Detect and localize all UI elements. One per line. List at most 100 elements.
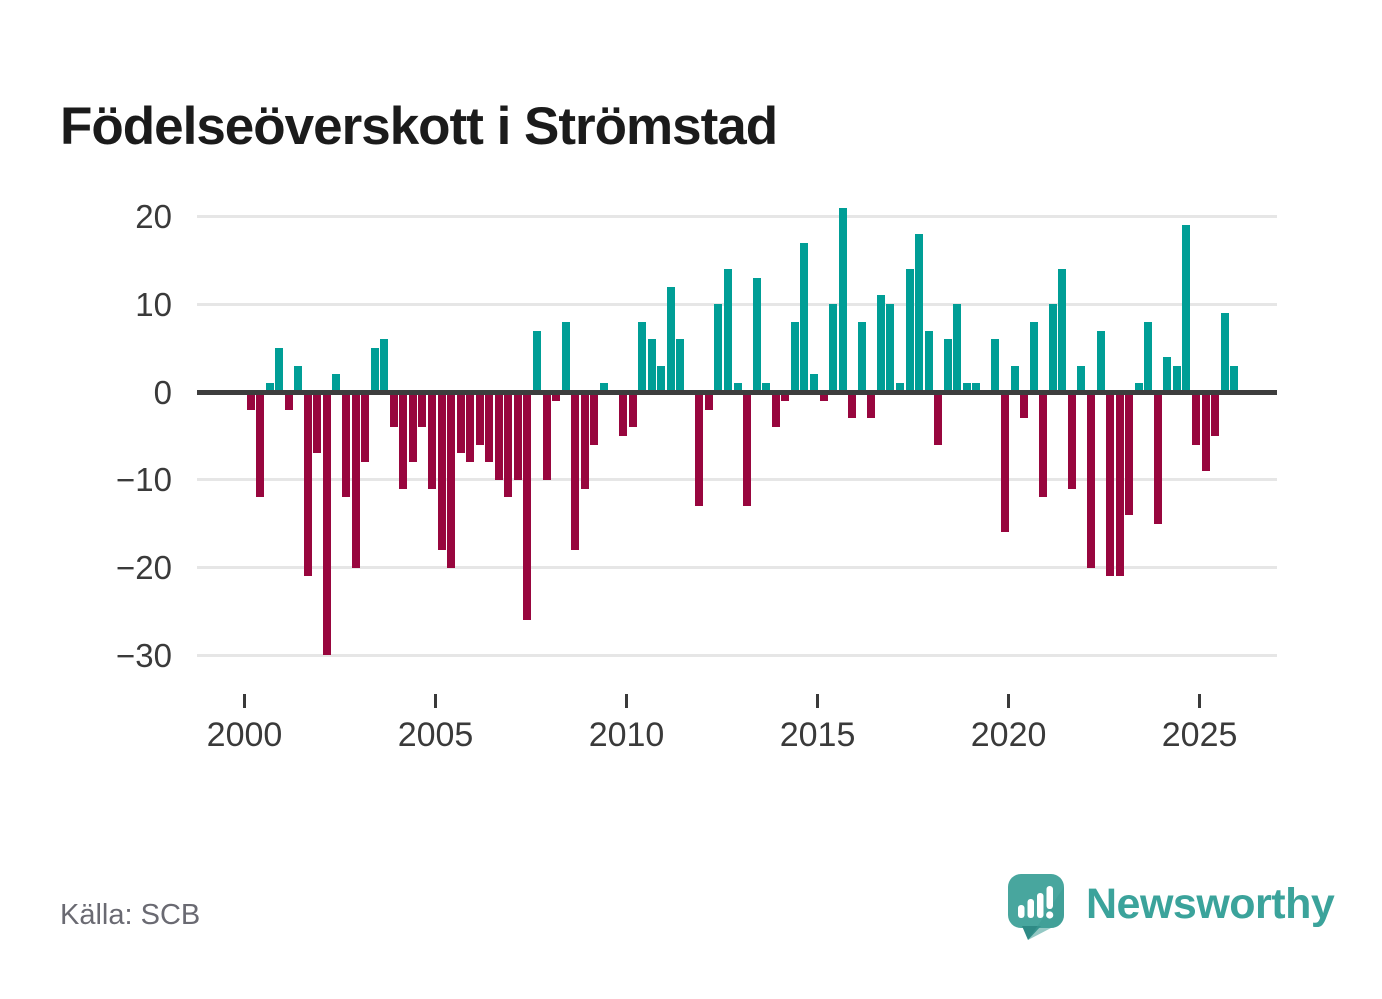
bar-2016-q4 — [886, 304, 895, 392]
bar-2023-q2 — [1134, 383, 1143, 392]
x-axis-tick-2020 — [1007, 694, 1011, 708]
bar-2007-q2 — [523, 392, 532, 621]
bar-2002-q3 — [342, 392, 350, 498]
newsworthy-logo: Newsworthy — [1008, 874, 1335, 940]
bar-2008-q1 — [552, 392, 561, 401]
bar-2015-q2 — [829, 304, 838, 392]
y-axis-label--30: −30 — [116, 636, 172, 674]
y-axis-label-10: 10 — [135, 285, 172, 323]
bar-2000-q3 — [265, 383, 274, 392]
bar-2022-q3 — [1106, 392, 1115, 577]
bar-2011-q2 — [676, 339, 685, 392]
bar-2000-q2 — [256, 392, 265, 498]
bar-2000-q1 — [246, 392, 255, 410]
bar-2009-q1 — [590, 392, 599, 445]
bar-2015-q1 — [819, 392, 828, 401]
bar-2024-q1 — [1163, 356, 1172, 392]
bar-2020-q3 — [1029, 321, 1038, 392]
bar-2021-q2 — [1058, 269, 1067, 392]
bar-2023-q3 — [1144, 321, 1153, 392]
bar-2017-q3 — [915, 233, 924, 392]
bar-2003-q3 — [380, 339, 389, 392]
bar-2024-q4 — [1192, 392, 1201, 445]
bar-2002-q1 — [322, 392, 331, 656]
zero-axis-line — [197, 389, 1277, 395]
bar-2006-q2 — [485, 392, 494, 463]
bar-2011-q4 — [695, 392, 704, 507]
bar-2018-q3 — [953, 304, 962, 392]
bar-2014-q3 — [800, 242, 809, 392]
bar-2013-q3 — [762, 383, 771, 392]
bar-2021-q1 — [1048, 304, 1057, 392]
bar-2017-q2 — [905, 269, 914, 392]
x-axis-tick-2025 — [1198, 694, 1202, 708]
bar-2007-q4 — [542, 392, 551, 480]
bar-2010-q4 — [657, 365, 666, 392]
y-axis-label-20: 20 — [135, 197, 172, 235]
bar-2005-q3 — [456, 392, 465, 454]
bar-2005-q4 — [466, 392, 475, 463]
bar-2012-q4 — [733, 383, 742, 392]
x-axis-tick-2010 — [625, 694, 629, 708]
bar-2018-q2 — [943, 339, 952, 392]
bar-2008-q2 — [561, 321, 570, 392]
bar-2015-q3 — [838, 207, 847, 392]
bar-2005-q1 — [437, 392, 446, 551]
x-axis-label-2000: 2000 — [206, 716, 283, 754]
bar-2005-q2 — [447, 392, 456, 568]
y-axis-label--20: −20 — [116, 549, 172, 587]
bar-2019-q4 — [1001, 392, 1010, 533]
x-axis-label-2010: 2010 — [588, 716, 665, 754]
bar-2001-q4 — [313, 392, 322, 454]
bar-2003-q2 — [370, 348, 379, 392]
page-title: Födelseöverskott i Strömstad — [60, 96, 778, 156]
bar-2013-q4 — [771, 392, 780, 428]
bar-2023-q4 — [1153, 392, 1162, 524]
x-axis-tick-2000 — [243, 694, 246, 708]
bar-2006-q1 — [475, 392, 484, 445]
bar-2001-q3 — [303, 392, 312, 577]
x-axis-label-2020: 2020 — [970, 716, 1047, 754]
bar-2004-q2 — [408, 392, 417, 463]
bar-2011-q1 — [666, 286, 675, 392]
bar-2024-q2 — [1172, 365, 1181, 392]
bar-2020-q1 — [1010, 365, 1019, 392]
bar-2004-q1 — [399, 392, 408, 489]
bar-2017-q1 — [895, 383, 904, 392]
bar-2016-q3 — [876, 295, 885, 392]
newsworthy-wordmark: Newsworthy — [1086, 880, 1335, 928]
bar-2008-q3 — [571, 392, 580, 551]
bar-2018-q4 — [962, 383, 971, 392]
bar-2007-q3 — [533, 330, 542, 392]
bar-2013-q2 — [752, 277, 761, 392]
bar-2022-q4 — [1115, 392, 1124, 577]
bar-2023-q1 — [1125, 392, 1134, 515]
gridline-y--30 — [197, 653, 1277, 657]
bar-2010-q2 — [638, 321, 647, 392]
gridline-y-20 — [197, 214, 1277, 218]
x-axis-label-2025: 2025 — [1161, 716, 1238, 754]
bar-2001-q2 — [294, 365, 303, 392]
bar-2016-q1 — [857, 321, 866, 392]
bar-2025-q1 — [1201, 392, 1210, 472]
bar-2018-q1 — [934, 392, 943, 445]
bar-2024-q3 — [1182, 225, 1191, 392]
bar-2022-q2 — [1096, 330, 1105, 392]
bar-2012-q2 — [714, 304, 723, 392]
bar-2000-q4 — [275, 348, 284, 392]
x-axis-tick-2015 — [816, 694, 820, 708]
bar-2010-q3 — [647, 339, 656, 392]
bar-2012-q3 — [724, 269, 733, 392]
bar-2009-q4 — [618, 392, 627, 436]
bar-2025-q4 — [1230, 365, 1239, 392]
bar-2004-q3 — [418, 392, 427, 428]
bar-2014-q4 — [810, 374, 818, 392]
gridline-y--10 — [197, 478, 1277, 482]
bar-2001-q1 — [284, 392, 293, 410]
gridline-y-10 — [197, 302, 1277, 306]
x-axis-label-2015: 2015 — [779, 716, 856, 754]
bar-2013-q1 — [743, 392, 752, 507]
bar-2012-q1 — [704, 392, 713, 410]
bar-2016-q2 — [867, 392, 876, 419]
